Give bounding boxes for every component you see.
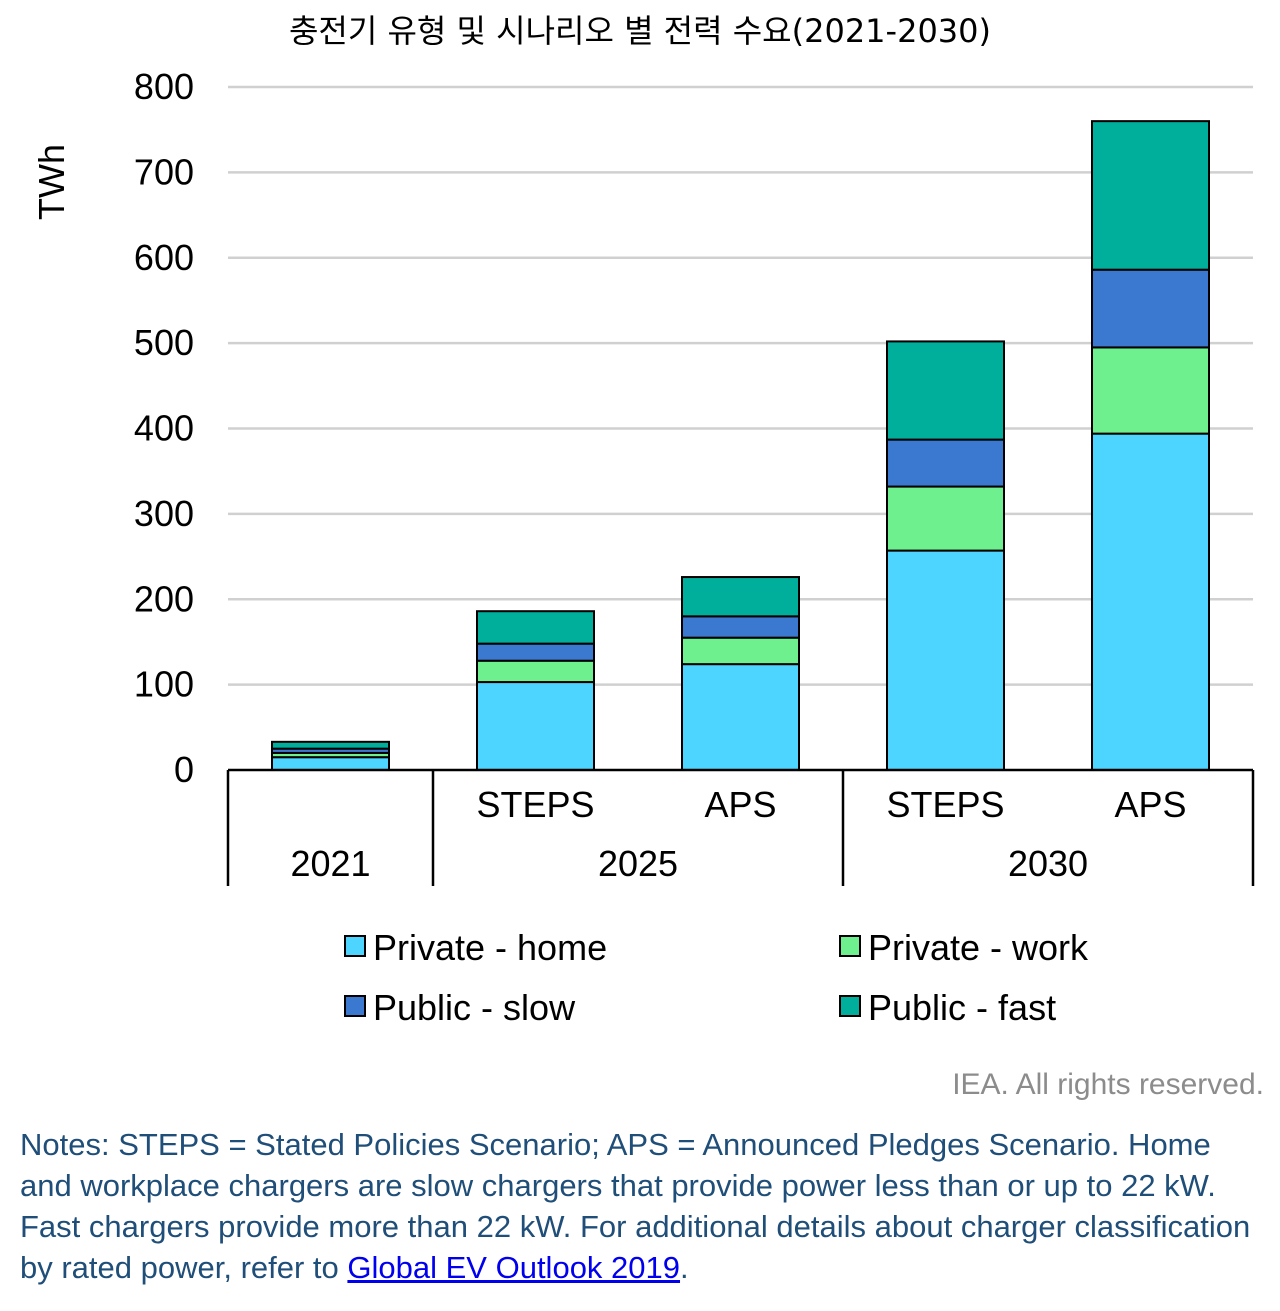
x-group-label: 2025 bbox=[598, 843, 678, 884]
legend-swatch bbox=[344, 935, 366, 957]
y-tick-label: 0 bbox=[174, 749, 194, 790]
legend: Private - home Private - work Public - slo… bbox=[344, 927, 1089, 1028]
y-axis-label: TWh bbox=[31, 144, 72, 220]
y-tick-label: 400 bbox=[134, 408, 194, 449]
y-tick-label: 800 bbox=[134, 66, 194, 107]
x-tick-label: STEPS bbox=[476, 784, 594, 825]
legend-swatch bbox=[839, 995, 861, 1017]
bar-segment bbox=[271, 756, 390, 771]
x-tick-label: APS bbox=[704, 784, 776, 825]
credit-text: IEA. All rights reserved. bbox=[952, 1068, 1264, 1101]
bar-segment bbox=[681, 615, 800, 639]
legend-swatch bbox=[344, 995, 366, 1017]
bar-segment bbox=[681, 663, 800, 772]
gridlines bbox=[228, 85, 1253, 686]
y-tick-label: 600 bbox=[134, 237, 194, 278]
x-group-label: 2021 bbox=[290, 843, 370, 884]
bar-segment bbox=[476, 681, 595, 771]
y-tick-labels: 0 100 200 300 400 500 600 700 800 bbox=[134, 66, 194, 790]
bar-segment bbox=[476, 659, 595, 684]
bar-segment bbox=[681, 576, 800, 618]
x-group-label: 2030 bbox=[1008, 843, 1088, 884]
bar-segment bbox=[476, 642, 595, 662]
bar-segment bbox=[1091, 432, 1210, 771]
bar-segment bbox=[886, 438, 1005, 488]
x-tick-label: APS bbox=[1114, 784, 1186, 825]
bar-segment bbox=[886, 340, 1005, 441]
y-tick-label: 100 bbox=[134, 664, 194, 705]
bar-segment bbox=[1091, 268, 1210, 349]
y-tick-label: 500 bbox=[134, 322, 194, 363]
notes-end: . bbox=[680, 1250, 689, 1285]
y-tick-label: 700 bbox=[134, 151, 194, 192]
notes-text: Notes: STEPS = Stated Policies Scenario;… bbox=[20, 1127, 1251, 1285]
legend-label: Private - home bbox=[373, 927, 607, 968]
bars bbox=[271, 120, 1210, 772]
x-tick-label: STEPS bbox=[886, 784, 1004, 825]
legend-swatch bbox=[839, 935, 861, 957]
stacked-bar-chart: 충전기 유형 및 시나리오 별 전력 수요(2021-2030) TWh 0 10… bbox=[31, 12, 1255, 1028]
bar-segment bbox=[886, 485, 1005, 552]
legend-label: Private - work bbox=[868, 927, 1089, 968]
global-ev-outlook-link[interactable]: Global EV Outlook 2019 bbox=[347, 1250, 681, 1285]
y-tick-label: 300 bbox=[134, 493, 194, 534]
bar-segment bbox=[886, 549, 1005, 771]
bar-segment bbox=[1091, 346, 1210, 435]
bar-segment bbox=[1091, 120, 1210, 271]
bar-segment bbox=[476, 610, 595, 645]
x-axis: STEPS APS STEPS APS 2021 2025 2030 bbox=[226, 768, 1255, 886]
y-tick-label: 200 bbox=[134, 578, 194, 619]
legend-label: Public - slow bbox=[373, 987, 576, 1028]
bar-segment bbox=[271, 740, 390, 750]
notes: Notes: STEPS = Stated Policies Scenario;… bbox=[20, 1124, 1265, 1288]
bar-segment bbox=[681, 636, 800, 666]
chart-title: 충전기 유형 및 시나리오 별 전력 수요(2021-2030) bbox=[289, 12, 991, 50]
legend-label: Public - fast bbox=[868, 987, 1056, 1028]
